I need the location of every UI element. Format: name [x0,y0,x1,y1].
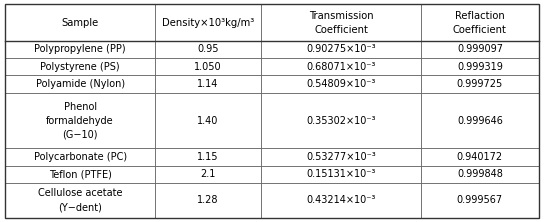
Bar [5,183,154,218]
Text: Polypropylene (PP): Polypropylene (PP) [34,44,126,54]
Bar [154,166,261,183]
Text: 1.15: 1.15 [197,152,219,162]
Bar [421,75,539,93]
Text: 0.53277×10⁻³: 0.53277×10⁻³ [306,152,376,162]
Text: Polystyrene (PS): Polystyrene (PS) [40,62,120,72]
Text: Sample: Sample [61,18,98,28]
Bar [5,166,154,183]
Bar [421,166,539,183]
Text: 0.999097: 0.999097 [457,44,503,54]
Text: 0.43214×10⁻³: 0.43214×10⁻³ [307,195,376,205]
Bar [421,93,539,148]
Text: 1.28: 1.28 [197,195,219,205]
Bar [261,183,421,218]
Text: Teflon (PTFE): Teflon (PTFE) [48,169,112,179]
Bar [261,41,421,58]
Bar [154,148,261,166]
Bar [421,58,539,75]
Bar [5,58,154,75]
Bar [154,75,261,93]
Text: 0.35302×10⁻³: 0.35302×10⁻³ [307,115,376,125]
Bar [261,93,421,148]
Text: 1.14: 1.14 [197,79,219,89]
Bar [5,93,154,148]
Text: Reflaction
Coefficient: Reflaction Coefficient [453,11,507,35]
Text: 0.54809×10⁻³: 0.54809×10⁻³ [307,79,376,89]
Text: 1.050: 1.050 [194,62,222,72]
Bar [154,41,261,58]
Text: Polyamide (Nylon): Polyamide (Nylon) [35,79,125,89]
Text: 0.68071×10⁻³: 0.68071×10⁻³ [307,62,376,72]
Text: 0.90275×10⁻³: 0.90275×10⁻³ [306,44,376,54]
Bar [421,4,539,41]
Bar [421,148,539,166]
Bar [154,4,261,41]
Text: Phenol
formaldehyde
(G−10): Phenol formaldehyde (G−10) [46,101,114,140]
Bar [261,75,421,93]
Text: Polycarbonate (PC): Polycarbonate (PC) [34,152,127,162]
Text: 0.999725: 0.999725 [457,79,503,89]
Bar [154,183,261,218]
Text: 1.40: 1.40 [197,115,219,125]
Text: 2.1: 2.1 [200,169,216,179]
Bar [5,75,154,93]
Bar [154,58,261,75]
Bar [261,4,421,41]
Text: 0.95: 0.95 [197,44,219,54]
Text: 0.940172: 0.940172 [457,152,503,162]
Text: 0.999646: 0.999646 [457,115,503,125]
Text: 0.999567: 0.999567 [457,195,503,205]
Bar [421,183,539,218]
Bar [261,166,421,183]
Bar [154,93,261,148]
Text: 0.15131×10⁻³: 0.15131×10⁻³ [307,169,376,179]
Bar [5,41,154,58]
Text: 0.999848: 0.999848 [457,169,503,179]
Text: 0.999319: 0.999319 [457,62,503,72]
Bar [261,148,421,166]
Text: Density×10³kg/m³: Density×10³kg/m³ [162,18,254,28]
Text: Cellulose acetate
(Y−dent): Cellulose acetate (Y−dent) [38,188,122,212]
Bar [5,4,154,41]
Bar [5,148,154,166]
Text: Transmission
Coefficient: Transmission Coefficient [309,11,374,35]
Bar [261,58,421,75]
Bar [421,41,539,58]
